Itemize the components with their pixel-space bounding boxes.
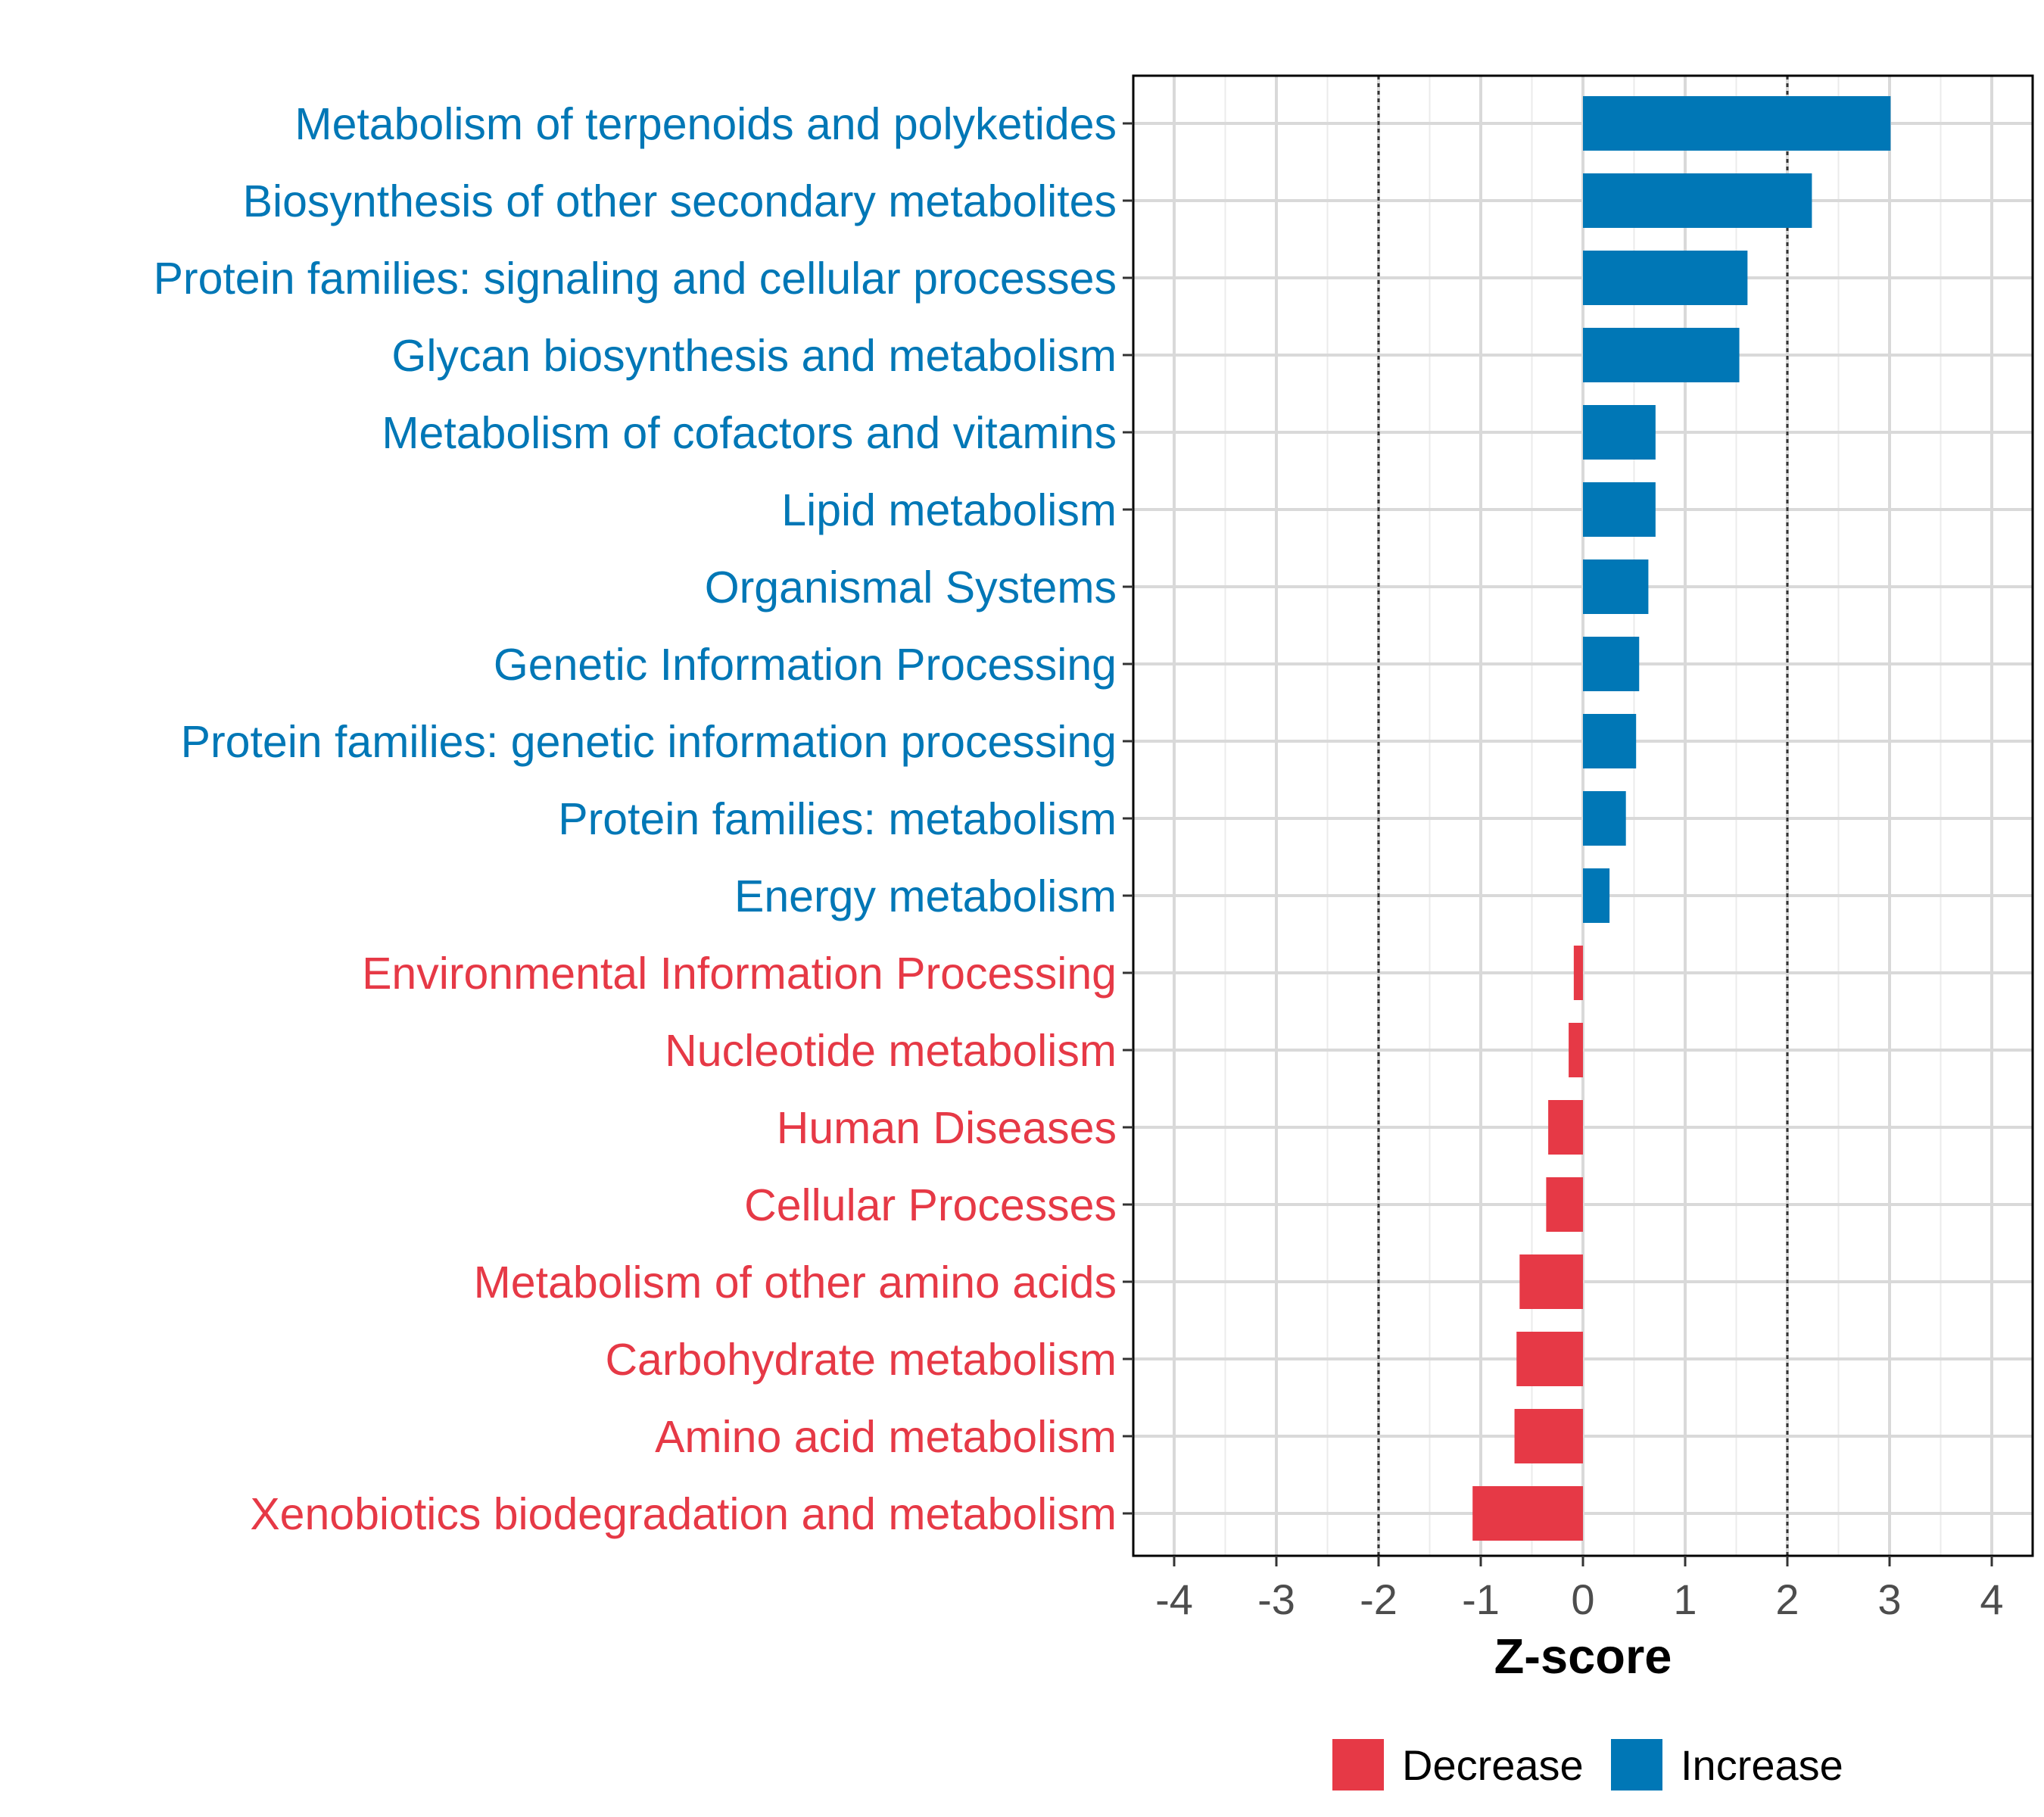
- bar: [1583, 482, 1656, 537]
- category-label: Glycan biosynthesis and metabolism: [391, 331, 1117, 381]
- x-tick-label: 3: [1877, 1575, 1901, 1623]
- category-label: Environmental Information Processing: [362, 949, 1117, 999]
- bar: [1519, 1254, 1583, 1309]
- x-axis-title: Z-score: [1494, 1628, 1672, 1684]
- bar: [1569, 1023, 1583, 1077]
- category-label: Protein families: genetic information pr…: [181, 717, 1117, 767]
- bar: [1514, 1409, 1583, 1463]
- category-label: Energy metabolism: [734, 871, 1117, 921]
- category-label: Metabolism of terpenoids and polyketides: [294, 99, 1117, 149]
- bar: [1472, 1486, 1583, 1541]
- category-label: Lipid metabolism: [781, 485, 1117, 535]
- x-tick-label: 4: [1980, 1575, 2003, 1623]
- category-label: Biosynthesis of other secondary metaboli…: [243, 176, 1117, 226]
- legend-swatch-decrease: [1332, 1739, 1384, 1791]
- x-tick-label: 2: [1775, 1575, 1799, 1623]
- bar: [1573, 946, 1583, 1000]
- category-label: Metabolism of other amino acids: [474, 1258, 1117, 1307]
- bar: [1583, 405, 1656, 460]
- bar: [1546, 1177, 1583, 1232]
- x-tick-label: -1: [1462, 1575, 1500, 1623]
- bar: [1516, 1332, 1583, 1386]
- bar: [1583, 559, 1649, 614]
- category-label: Nucleotide metabolism: [665, 1026, 1117, 1076]
- bar: [1583, 251, 1748, 305]
- category-label: Cellular Processes: [744, 1180, 1117, 1230]
- grid: [1133, 76, 2033, 1556]
- category-label: Genetic Information Processing: [494, 640, 1117, 690]
- category-label: Xenobiotics biodegradation and metabolis…: [250, 1489, 1117, 1539]
- legend-label-decrease: Decrease: [1402, 1741, 1584, 1789]
- legend: Decrease Increase: [1332, 1739, 1843, 1791]
- bars: [1472, 96, 1891, 1541]
- x-tick-label: -4: [1155, 1575, 1193, 1623]
- bar: [1548, 1100, 1583, 1155]
- x-tick-label: 0: [1571, 1575, 1594, 1623]
- category-label: Metabolism of cofactors and vitamins: [382, 408, 1117, 458]
- category-label: Protein families: signaling and cellular…: [154, 254, 1117, 304]
- bar: [1583, 714, 1637, 768]
- bar: [1583, 328, 1740, 382]
- x-tick-label: 1: [1673, 1575, 1697, 1623]
- category-label: Organismal Systems: [705, 563, 1117, 612]
- x-tick-label: -3: [1257, 1575, 1295, 1623]
- category-label: Human Diseases: [777, 1103, 1117, 1153]
- bar: [1583, 868, 1610, 923]
- x-axis: -4 -3 -2 -1 0 1 2 3 4: [1155, 1556, 2004, 1623]
- bar: [1583, 637, 1640, 691]
- x-tick-label: -2: [1360, 1575, 1397, 1623]
- category-label: Protein families: metabolism: [558, 794, 1117, 844]
- category-label: Amino acid metabolism: [655, 1412, 1117, 1462]
- bar: [1583, 791, 1626, 846]
- category-label: Carbohydrate metabolism: [605, 1335, 1117, 1385]
- legend-swatch-increase: [1611, 1739, 1662, 1791]
- y-axis: Metabolism of terpenoids and polyketides…: [154, 99, 1133, 1539]
- bar: [1583, 96, 1891, 151]
- bar: [1583, 173, 1812, 228]
- legend-label-increase: Increase: [1681, 1741, 1843, 1789]
